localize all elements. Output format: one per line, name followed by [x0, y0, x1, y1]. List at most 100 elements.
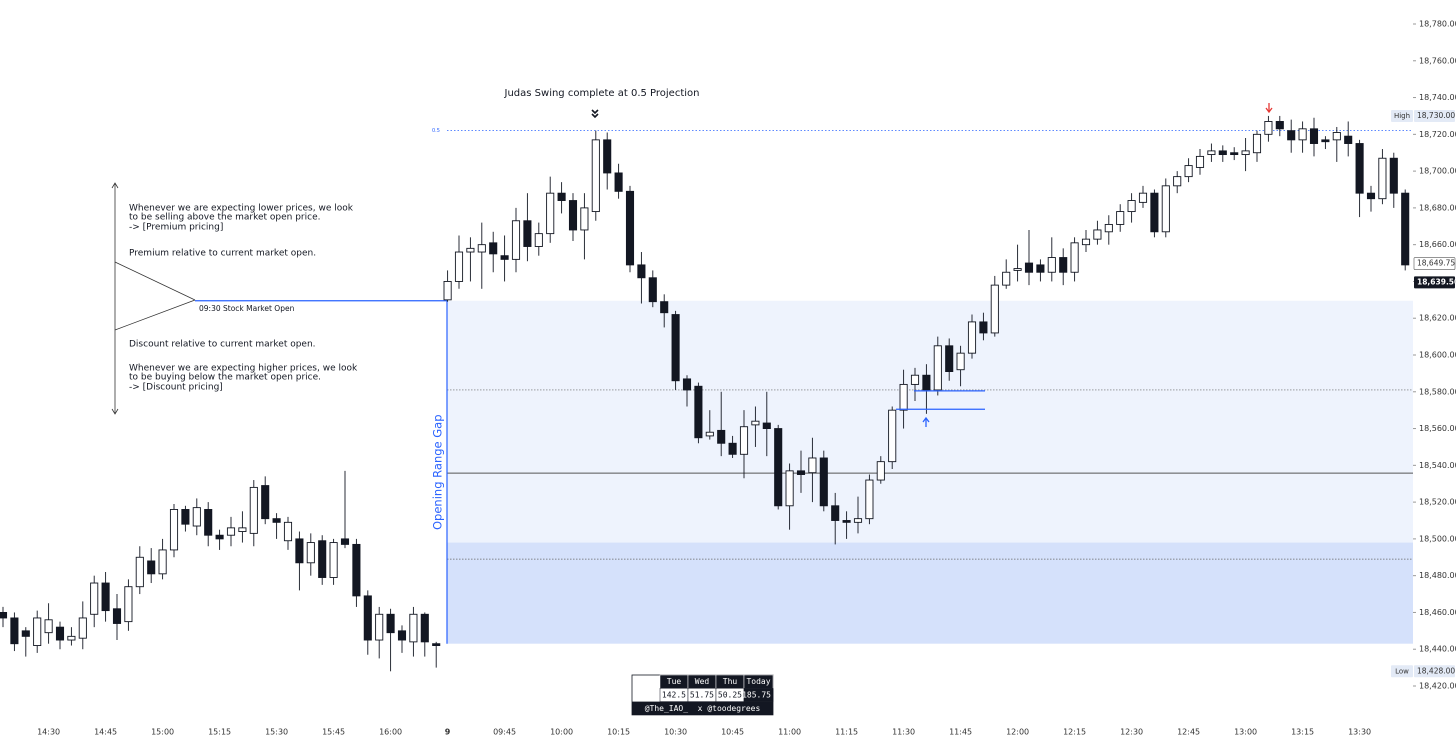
bear-body: [762, 422, 771, 430]
x-tick-label: 09:45: [493, 728, 516, 737]
price-tag-name: High: [1394, 112, 1410, 120]
bull-body: [249, 486, 258, 534]
bull-body: [192, 507, 201, 527]
bear-body: [1036, 264, 1045, 273]
bear-body: [774, 428, 783, 507]
bull-body: [238, 527, 247, 532]
bull-body: [888, 409, 897, 463]
x-tick-label: 10:15: [607, 728, 630, 737]
red-arrow-head: [1265, 107, 1273, 114]
bull-body: [78, 617, 87, 639]
notes: Whenever we are expecting lower prices, …: [129, 204, 358, 393]
bull-body: [283, 521, 293, 542]
bull-body: [1195, 155, 1205, 168]
bear-body: [397, 630, 407, 641]
bear-body: [648, 277, 657, 303]
bear-body: [1230, 152, 1239, 156]
bull-body: [1298, 128, 1307, 141]
bear-body: [261, 485, 270, 520]
bear-body: [1287, 130, 1296, 141]
bull-body: [1013, 268, 1022, 271]
bull-body: [44, 619, 53, 634]
bull-body: [443, 280, 452, 301]
price-tag: [1414, 276, 1455, 289]
gap-label: Opening Range Gap: [431, 414, 445, 530]
bull-body: [306, 542, 315, 564]
value-label: 142.5: [662, 690, 686, 699]
x-tick-label: 14:30: [37, 728, 60, 737]
x-tick-label: 14:45: [94, 728, 117, 737]
bracket-line: [114, 299, 196, 331]
bull-body: [910, 374, 920, 385]
note-line: to be buying below the market open price…: [129, 373, 321, 383]
chart-title: Judas Swing complete at 0.5 Projection: [504, 88, 700, 99]
blue-arrow-head: [922, 416, 930, 423]
y-tick-label: 18,420.00: [1419, 682, 1456, 691]
bear-body: [0, 611, 8, 619]
price-tag-name: Low: [1395, 667, 1409, 675]
x-tick-label: 11:00: [778, 728, 801, 737]
bear-body: [1355, 143, 1364, 194]
y-tick-label: 18,760.00: [1419, 56, 1456, 65]
bear-body: [671, 314, 680, 382]
bull-body: [1332, 132, 1341, 141]
bear-body: [432, 643, 441, 646]
bull-body: [1161, 185, 1170, 233]
bull-body: [876, 461, 885, 481]
price-tag: [1413, 257, 1456, 270]
y-tick-label: 18,660.00: [1419, 240, 1456, 249]
bear-body: [637, 264, 646, 279]
bull-body: [1138, 192, 1148, 203]
y-tick-label: 18,620.00: [1419, 314, 1456, 323]
price-tag: [1414, 109, 1455, 122]
bull-body: [454, 251, 464, 282]
bull-body: [511, 220, 521, 260]
bull-body: [1207, 150, 1216, 156]
bear-body: [979, 321, 988, 334]
y-tick-label: 18,740.00: [1419, 93, 1456, 102]
y-tick-label: 18,780.00: [1419, 20, 1456, 29]
x-tick-label: 9: [445, 728, 451, 737]
bear-body: [568, 200, 578, 231]
y-tick-label: 18,720.00: [1419, 130, 1456, 139]
bear-body: [1321, 139, 1330, 143]
bull-body: [580, 207, 589, 231]
zones: 0.5 09:30 Stock Market Open Opening Range …: [195, 128, 1413, 644]
price-tag-name-box: [1391, 109, 1413, 122]
footer-cell: [632, 701, 773, 715]
bear-body: [10, 617, 19, 645]
y-tick-label: 18,580.00: [1419, 387, 1456, 396]
bull-body: [591, 139, 600, 213]
bear-body: [796, 470, 806, 475]
signal-arrows: [922, 103, 1273, 427]
bear-body: [842, 520, 851, 523]
bull-body: [1047, 257, 1056, 273]
bull-body: [546, 192, 555, 235]
bear-body: [1275, 121, 1284, 130]
bull-body: [1127, 200, 1136, 213]
x-tick-label: 15:45: [322, 728, 345, 737]
marks: 18,420.00 18,440.00 18,460.00 18,480.00 18,5…: [0, 20, 1456, 737]
bear-body: [1218, 150, 1227, 156]
bear-body: [1366, 192, 1376, 200]
header-label: Today: [746, 677, 770, 686]
y-tick-label: 18,560.00: [1419, 424, 1456, 433]
bear-body: [614, 172, 623, 192]
bear-body: [831, 505, 840, 521]
bear-body: [318, 540, 327, 578]
bull-body: [1173, 176, 1182, 187]
y-tick-label: 18,540.00: [1419, 461, 1456, 470]
projection-label: 0.5: [432, 128, 440, 134]
bull-body: [1116, 211, 1125, 225]
bull-body: [990, 284, 999, 334]
note-line: to be selling above the market open pric…: [129, 213, 320, 223]
bull-body: [329, 542, 338, 578]
stats-table: Tue 142.5 Wed 51.75 Thu 50.25 Today 185.75 @The_…: [631, 674, 774, 716]
bear-body: [181, 509, 190, 525]
price-tag-label: 18,649.75: [1417, 259, 1455, 268]
bull-body: [808, 457, 817, 474]
bull-body: [751, 420, 760, 426]
footer-label: @The_IAO_ x @toodegrees: [645, 704, 761, 713]
bull-body: [158, 549, 167, 575]
